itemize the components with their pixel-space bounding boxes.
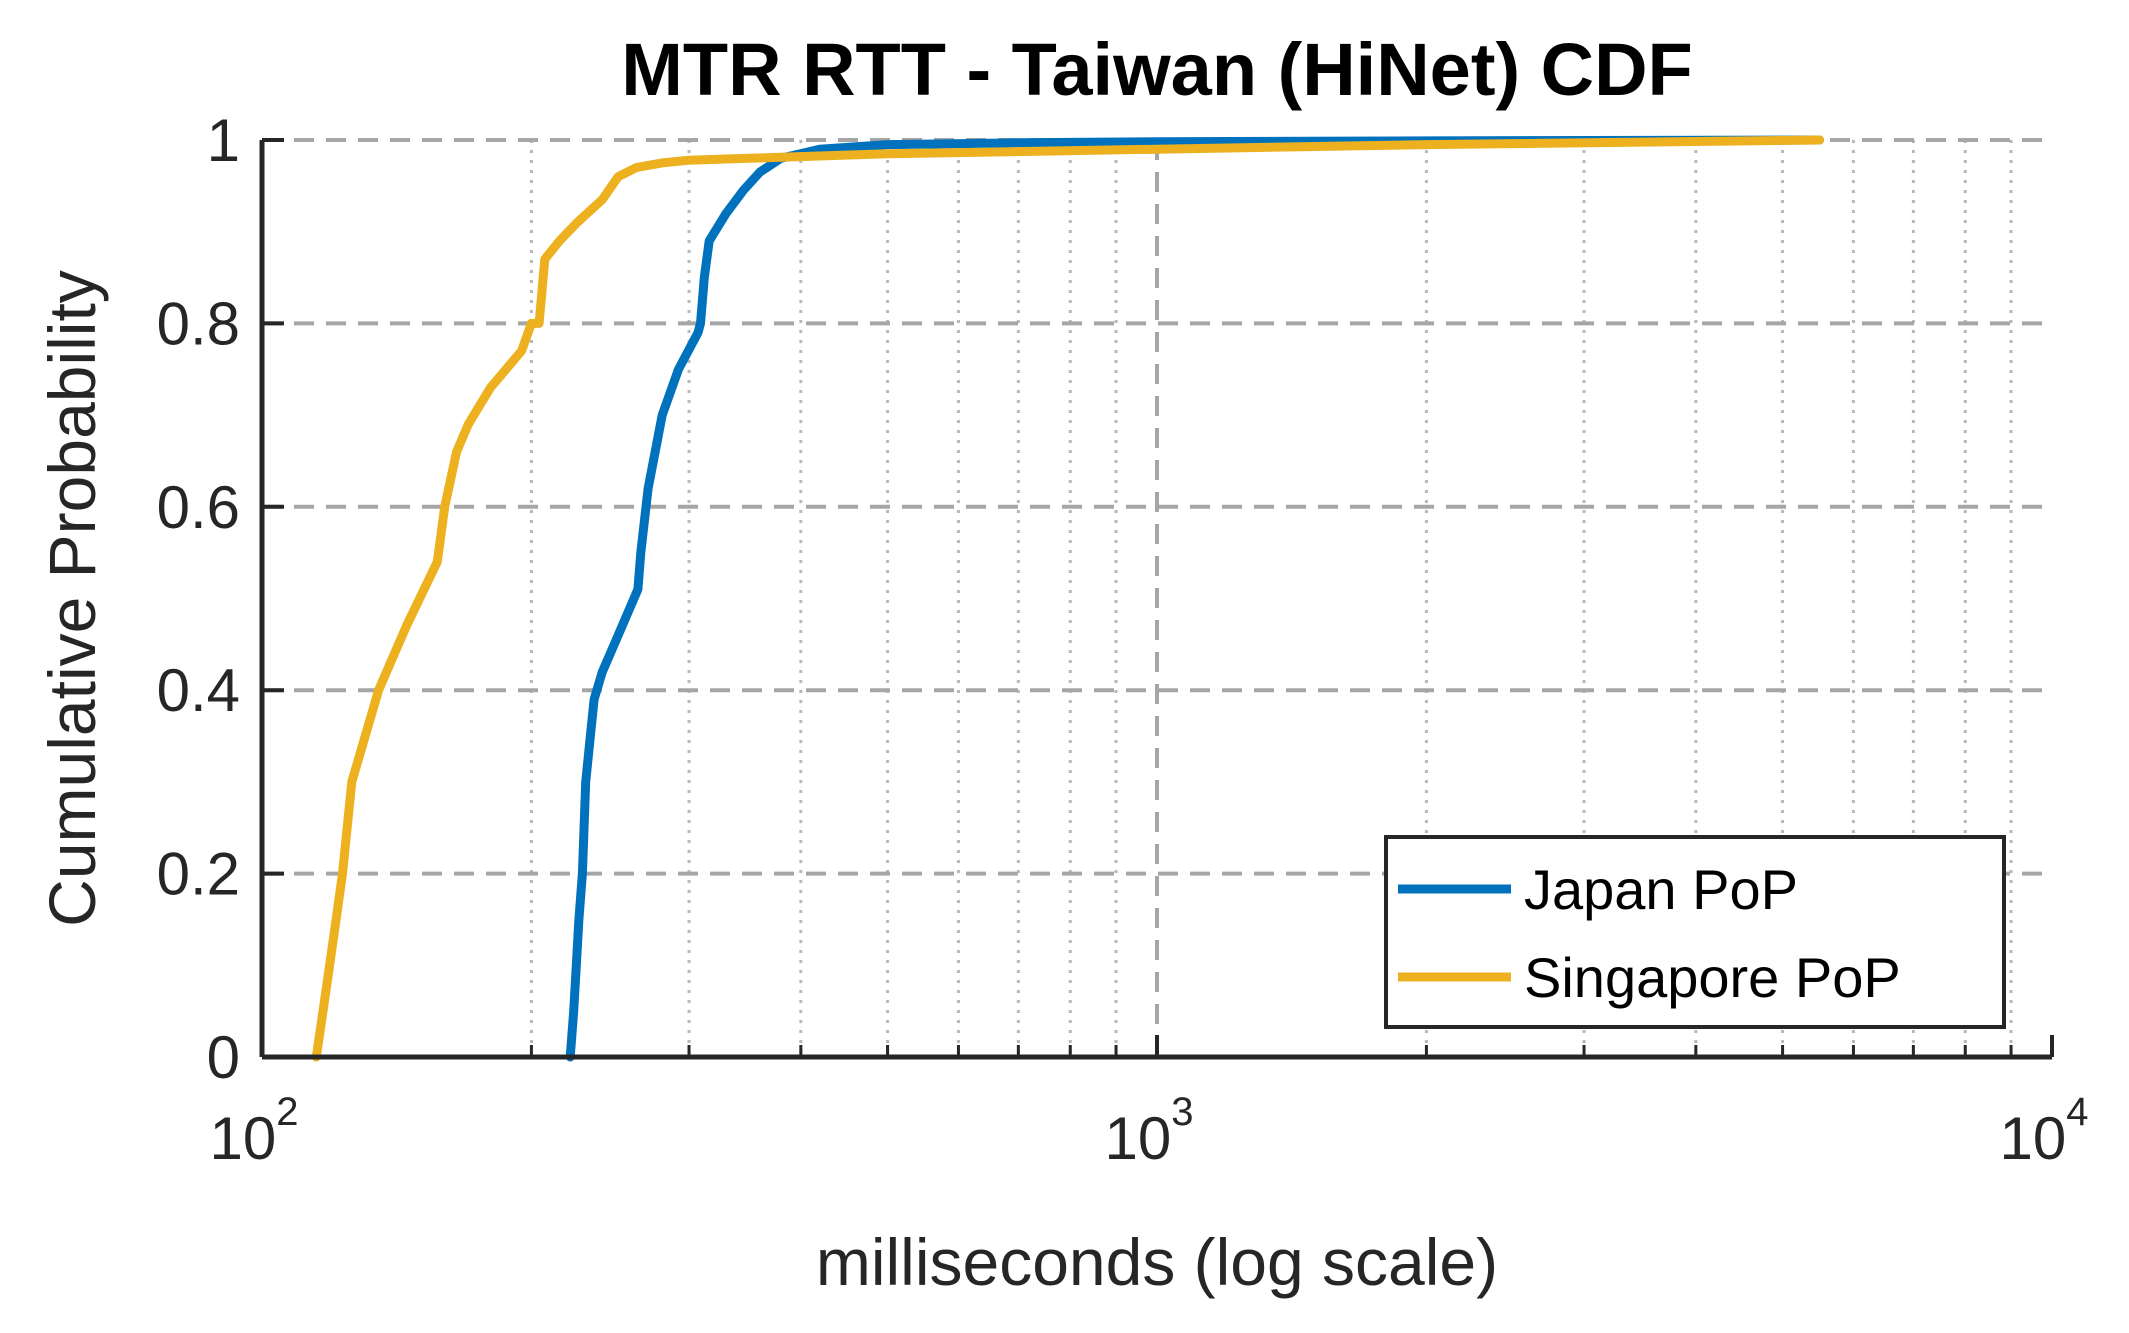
y-tick-label: 0.2 [157, 841, 240, 908]
minor-grid [529, 140, 2013, 1057]
y-tick-label: 1 [207, 107, 240, 174]
x-tick-label: 104 [2000, 1090, 2089, 1172]
legend-box [1384, 835, 2006, 1029]
chart-title: MTR RTT - Taiwan (HiNet) CDF [621, 28, 1693, 111]
y-tick-label: 0 [207, 1024, 240, 1091]
series-line-japan-pop [565, 135, 1825, 1062]
x-axis-label: milliseconds (log scale) [816, 1225, 1498, 1299]
y-tick-label: 0.6 [157, 474, 240, 541]
x-tick-exponent: 2 [276, 1090, 298, 1134]
x-tick-exponent: 3 [1171, 1090, 1193, 1134]
legend-label: Singapore PoP [1524, 946, 1901, 1009]
series-line-singapore-pop [311, 135, 1825, 1062]
x-tick-base: 10 [210, 1105, 277, 1172]
y-tick-label: 0.8 [157, 290, 240, 357]
series-layer [311, 135, 1825, 1062]
x-tick-label: 103 [1105, 1090, 1194, 1172]
y-tick-label: 0.4 [157, 657, 240, 724]
x-tick-label: 102 [210, 1090, 299, 1172]
y-axis-label: Cumulative Probability [35, 270, 109, 927]
x-tick-base: 10 [1105, 1105, 1172, 1172]
legend-label: Japan PoP [1524, 858, 1798, 921]
x-tick-exponent: 4 [2066, 1090, 2088, 1134]
axes [259, 138, 2054, 1060]
legend: Japan PoP Singapore PoP [1384, 835, 2006, 1029]
x-tick-base: 10 [2000, 1105, 2067, 1172]
